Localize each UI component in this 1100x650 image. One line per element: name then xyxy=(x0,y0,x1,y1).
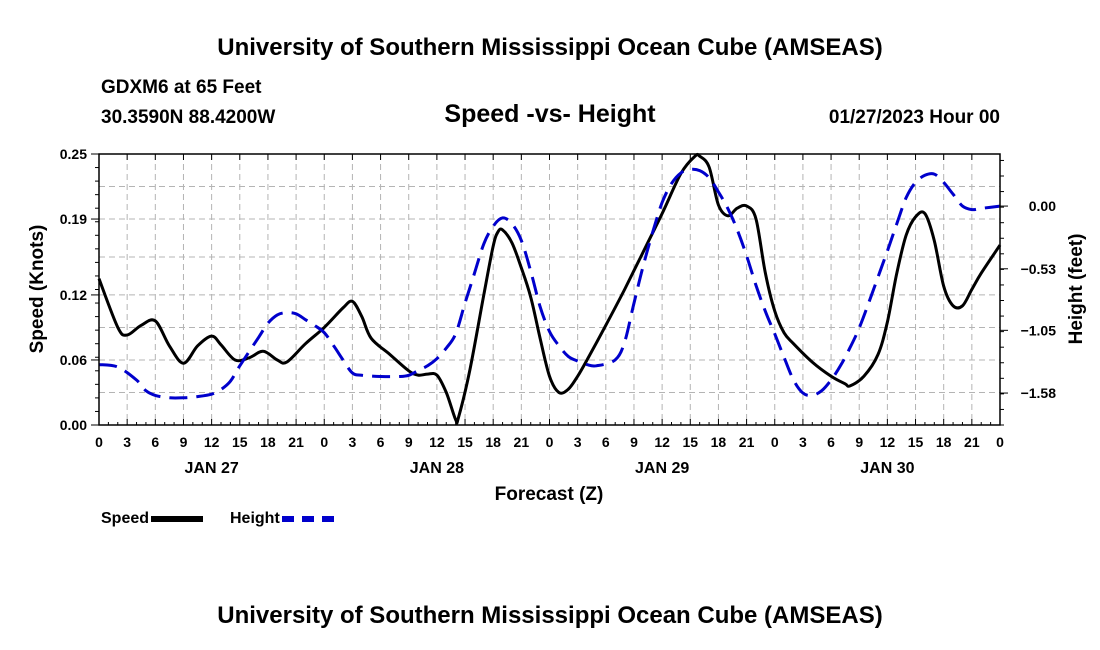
x-tick-label: 0 xyxy=(771,434,779,450)
legend-item-speed: Speed xyxy=(101,510,204,528)
x-tick-label: 0 xyxy=(996,434,1004,450)
speed-series-line xyxy=(97,152,1002,425)
station-name: GDXM6 at 65 Feet xyxy=(101,77,262,98)
y-tick-label-left: 0.25 xyxy=(60,146,87,162)
y-tick-label-right: −1.05 xyxy=(1021,322,1057,338)
x-tick-label: 0 xyxy=(320,434,328,450)
page-title-top: University of Southern Mississippi Ocean… xyxy=(217,34,883,61)
x-tick-label: 15 xyxy=(908,434,924,450)
y-tick-label-right: 0.00 xyxy=(1029,198,1056,214)
x-tick-label: 3 xyxy=(574,434,582,450)
legend-item-height: Height xyxy=(230,510,334,528)
x-day-label: JAN 28 xyxy=(410,460,464,477)
x-tick-label: 18 xyxy=(936,434,952,450)
legend-swatch-speed xyxy=(151,516,204,522)
page-title-bottom: University of Southern Mississippi Ocean… xyxy=(217,602,883,629)
x-tick-label: 9 xyxy=(630,434,638,450)
x-tick-label: 21 xyxy=(288,434,304,450)
forecast-datetime: 01/27/2023 Hour 00 xyxy=(828,107,1000,128)
x-tick-label: 18 xyxy=(711,434,727,450)
x-tick-label: 12 xyxy=(654,434,670,450)
height-series-line xyxy=(98,167,1001,400)
legend-label-height: Height xyxy=(230,510,280,527)
chart-title: Speed -vs- Height xyxy=(444,100,656,128)
x-tick-label: 6 xyxy=(602,434,610,450)
legend-swatch-height xyxy=(281,516,334,522)
x-tick-label: 21 xyxy=(514,434,530,450)
y-axis-label-right: Height (feet) xyxy=(1066,234,1087,345)
x-tick-label: 12 xyxy=(429,434,445,450)
axis-layer: 0 3 6 9 12 15 18 21 0 3 6 9 12 15 18 21 0 3 6 9 12 15 18 21 0 3 6 9… xyxy=(60,146,1056,477)
grid-layer xyxy=(99,154,1000,425)
x-tick-label: 15 xyxy=(682,434,698,450)
x-tick-label: 9 xyxy=(855,434,863,450)
x-tick-label: 9 xyxy=(405,434,413,450)
x-tick-label: 6 xyxy=(151,434,159,450)
legend-label-speed: Speed xyxy=(101,510,150,527)
y-tick-label-right: −0.53 xyxy=(1021,261,1057,277)
x-tick-label: 18 xyxy=(485,434,501,450)
x-tick-label: 0 xyxy=(95,434,103,450)
x-axis-label: Forecast (Z) xyxy=(495,484,604,505)
x-tick-label: 15 xyxy=(457,434,473,450)
x-tick-label: 21 xyxy=(964,434,980,450)
x-tick-label: 6 xyxy=(827,434,835,450)
y-axis-label-left: Speed (Knots) xyxy=(27,225,48,354)
x-tick-label: 12 xyxy=(204,434,220,450)
x-tick-label: 3 xyxy=(123,434,131,450)
x-tick-label: 21 xyxy=(739,434,755,450)
y-tick-label-right: −1.58 xyxy=(1021,385,1057,401)
x-tick-label: 0 xyxy=(546,434,554,450)
y-tick-label-left: 0.00 xyxy=(60,417,87,433)
x-tick-label: 18 xyxy=(260,434,276,450)
x-tick-label: 9 xyxy=(180,434,188,450)
x-tick-label: 12 xyxy=(880,434,896,450)
x-day-label: JAN 30 xyxy=(860,460,914,477)
station-location: 30.3590N 88.4200W xyxy=(101,107,276,128)
x-tick-label: 3 xyxy=(349,434,357,450)
x-day-label: JAN 27 xyxy=(185,460,239,477)
x-day-label: JAN 29 xyxy=(635,460,689,477)
y-tick-label-left: 0.12 xyxy=(60,287,87,303)
x-tick-label: 6 xyxy=(377,434,385,450)
y-tick-label-left: 0.19 xyxy=(60,211,87,227)
series-layer xyxy=(97,152,1002,425)
y-tick-label-left: 0.06 xyxy=(60,352,87,368)
x-tick-label: 3 xyxy=(799,434,807,450)
x-tick-label: 15 xyxy=(232,434,248,450)
